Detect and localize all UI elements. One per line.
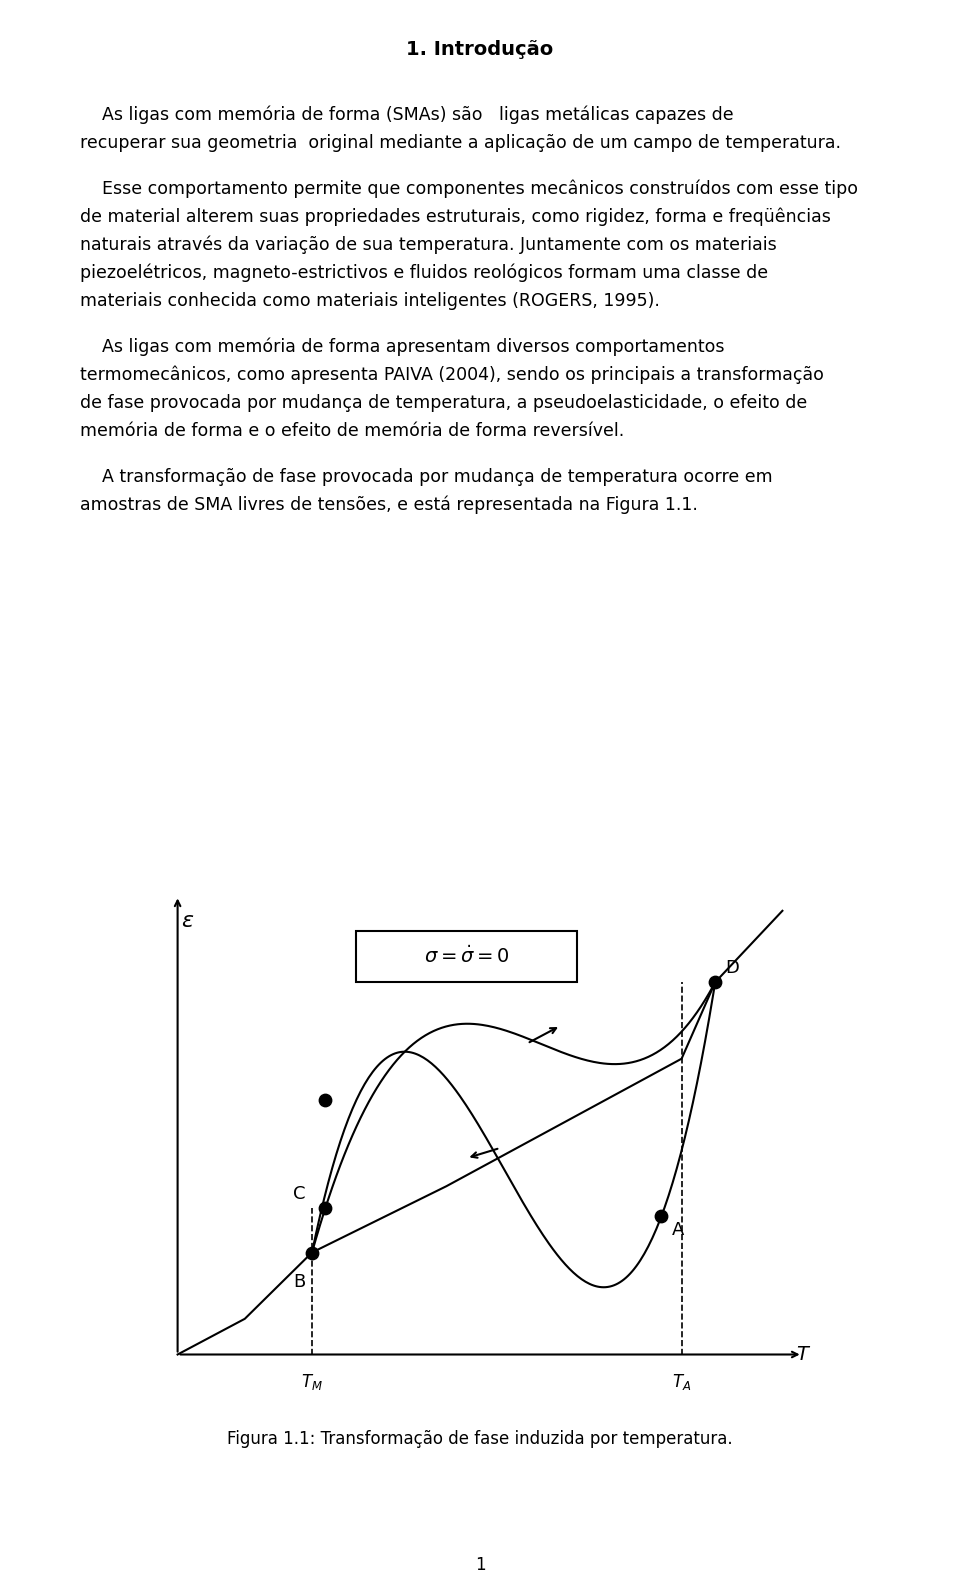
Text: $T_A$: $T_A$ [672,1373,691,1392]
Text: Esse comportamento permite que componentes mecânicos construídos com esse tipo: Esse comportamento permite que component… [80,180,858,198]
Text: $T$: $T$ [796,1345,811,1365]
Text: de fase provocada por mudança de temperatura, a pseudoelasticidade, o efeito de: de fase provocada por mudança de tempera… [80,394,807,412]
Text: C: C [293,1184,305,1203]
Text: Figura 1.1: Transformação de fase induzida por temperatura.: Figura 1.1: Transformação de fase induzi… [228,1430,732,1448]
Text: memória de forma e o efeito de memória de forma reversível.: memória de forma e o efeito de memória d… [80,421,624,440]
Text: B: B [293,1274,305,1291]
Point [654,1203,669,1229]
Point [318,1195,333,1221]
Text: A: A [672,1221,684,1238]
Point [318,1087,333,1112]
Text: materiais conhecida como materiais inteligentes (ROGERS, 1995).: materiais conhecida como materiais intel… [80,292,660,310]
FancyBboxPatch shape [356,930,578,982]
Text: naturais através da variação de sua temperatura. Juntamente com os materiais: naturais através da variação de sua temp… [80,236,777,254]
Text: 1: 1 [474,1556,486,1574]
Text: D: D [726,959,739,977]
Text: As ligas com memória de forma apresentam diversos comportamentos: As ligas com memória de forma apresentam… [80,338,725,356]
Text: de material alterem suas propriedades estruturais, como rigidez, forma e freqüên: de material alterem suas propriedades es… [80,207,830,227]
Text: piezoelétricos, magneto-estrictivos e fluidos reológicos formam uma classe de: piezoelétricos, magneto-estrictivos e fl… [80,263,768,282]
Text: $\varepsilon$: $\varepsilon$ [180,911,194,930]
Text: amostras de SMA livres de tensões, e está representada na Figura 1.1.: amostras de SMA livres de tensões, e est… [80,496,698,514]
Text: $\sigma = \dot{\sigma} = 0$: $\sigma = \dot{\sigma} = 0$ [423,946,510,967]
Text: termomecânicos, como apresenta PAIVA (2004), sendo os principais a transformação: termomecânicos, como apresenta PAIVA (20… [80,365,824,385]
Point [304,1240,320,1266]
Point [708,969,723,994]
Text: A transformação de fase provocada por mudança de temperatura ocorre em: A transformação de fase provocada por mu… [80,468,773,487]
Text: 1. Introdução: 1. Introdução [406,40,554,59]
Text: As ligas com memória de forma (SMAs) são   ligas metálicas capazes de: As ligas com memória de forma (SMAs) são… [80,105,733,124]
Text: $T_M$: $T_M$ [301,1373,323,1392]
Text: recuperar sua geometria  original mediante a aplicação de um campo de temperatur: recuperar sua geometria original mediant… [80,134,841,152]
